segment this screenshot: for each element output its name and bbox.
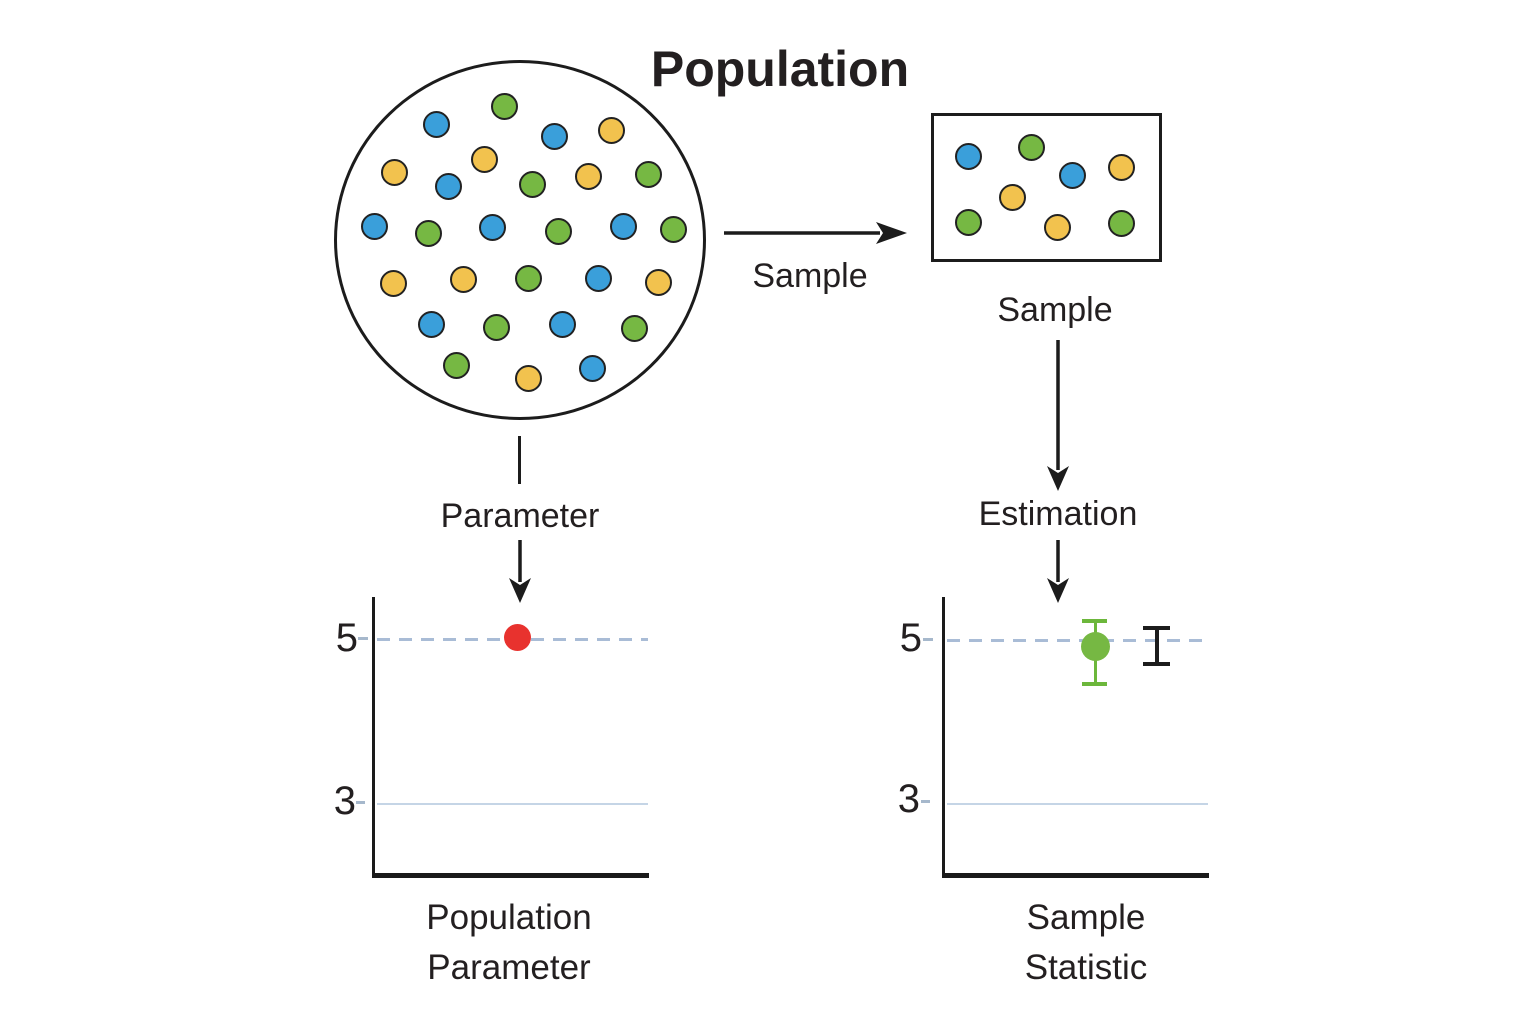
sample-statistic-point xyxy=(1081,632,1110,661)
left-plot-y-axis xyxy=(372,597,375,877)
right-plot-y-axis xyxy=(942,597,945,877)
left-plot-tick-3-dash xyxy=(356,801,365,804)
sample-to-estimation-arrow-icon xyxy=(1047,340,1069,491)
population-parameter-point xyxy=(504,624,531,651)
estimation-label: Estimation xyxy=(978,495,1138,533)
left-plot-tick-3: 3 xyxy=(333,779,356,823)
parameter-label: Parameter xyxy=(440,497,600,535)
left-plot-tick-5-dash xyxy=(358,637,368,640)
left-plot-thin-line xyxy=(377,803,648,805)
right-plot-caption-line1: Sample xyxy=(1026,898,1146,937)
right-plot-caption-line2: Statistic xyxy=(1024,948,1148,987)
population-circle xyxy=(334,60,706,420)
confidence-interval-bar xyxy=(1155,628,1159,666)
right-plot-thin-line xyxy=(947,803,1208,805)
sample-statistic-error-bar-top-cap xyxy=(1082,619,1107,623)
left-plot-caption-line1: Population xyxy=(426,898,592,937)
sample-box-label: Sample xyxy=(997,291,1113,329)
left-plot-tick-5: 5 xyxy=(335,616,358,660)
sample-box xyxy=(931,113,1162,262)
right-plot-tick-5-dash xyxy=(923,638,933,641)
right-plot-caption: Sample Statistic xyxy=(956,893,1216,993)
left-plot-x-axis xyxy=(372,873,649,878)
right-plot-tick-5: 5 xyxy=(899,616,922,660)
confidence-interval-bottom-cap xyxy=(1143,662,1170,666)
right-plot-tick-3: 3 xyxy=(897,777,920,821)
population-to-parameter-line xyxy=(518,436,521,484)
sample-arrow-label: Sample xyxy=(752,257,868,295)
confidence-interval-top-cap xyxy=(1143,626,1170,630)
sample-statistic-error-bar-bottom-cap xyxy=(1082,682,1107,686)
population-to-sample-arrow-icon xyxy=(724,222,907,244)
right-plot-tick-3-dash xyxy=(921,800,930,803)
population-title: Population xyxy=(650,41,910,97)
left-plot-caption: Population Parameter xyxy=(379,893,639,993)
right-plot-x-axis xyxy=(942,873,1209,878)
left-plot-caption-line2: Parameter xyxy=(427,948,591,987)
right-plot-dashed-line xyxy=(947,639,1208,642)
parameter-to-plot-arrow-icon xyxy=(509,540,531,603)
estimation-to-plot-arrow-icon xyxy=(1047,540,1069,603)
